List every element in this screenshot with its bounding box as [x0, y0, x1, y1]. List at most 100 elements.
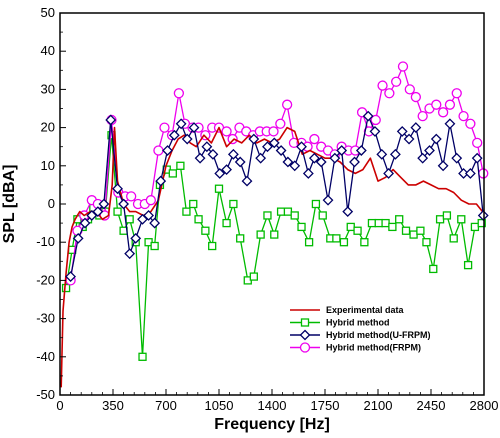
data-point — [79, 217, 91, 229]
data-point — [409, 230, 418, 239]
data-point — [118, 198, 130, 210]
data-point — [410, 91, 422, 103]
data-point — [289, 160, 301, 172]
data-point — [477, 218, 486, 228]
legend-item: Hybrid method(U-FRPM) — [290, 329, 431, 341]
series-line — [60, 126, 484, 388]
data-point — [150, 241, 159, 251]
data-point — [182, 207, 191, 216]
data-point — [297, 222, 306, 232]
data-point — [431, 99, 442, 110]
data-point — [389, 148, 401, 160]
legend-swatch-marker — [300, 318, 310, 327]
data-point — [268, 137, 280, 149]
data-point — [221, 164, 232, 176]
data-point — [374, 218, 383, 228]
data-point — [138, 352, 147, 361]
data-point — [283, 207, 293, 216]
data-point — [176, 161, 185, 170]
series-diamond — [65, 110, 489, 282]
data-point — [360, 238, 369, 247]
data-point — [72, 232, 84, 244]
x-tick-label: 700 — [155, 398, 177, 413]
data-point — [410, 122, 422, 134]
data-point — [336, 145, 348, 156]
data-point — [275, 118, 286, 129]
legend-item: Hybrid method — [290, 318, 390, 328]
data-point — [463, 260, 473, 270]
data-point — [207, 148, 219, 160]
data-point — [430, 133, 442, 145]
data-point — [424, 145, 435, 156]
data-point — [227, 148, 239, 160]
data-point — [429, 264, 438, 274]
data-point — [369, 126, 381, 137]
y-tick-label: 40 — [41, 43, 55, 58]
data-point — [98, 198, 110, 210]
y-axis: -50 -40 -30 -20 -10 0 10 20 30 40 50 — [36, 5, 66, 402]
data-point — [435, 215, 445, 224]
data-point — [417, 152, 429, 164]
data-point — [227, 133, 238, 145]
x-tick-label: 2100 — [364, 398, 393, 413]
data-point — [311, 199, 321, 209]
y-tick-label: -10 — [36, 234, 55, 249]
data-point — [126, 191, 137, 202]
data-point — [339, 238, 349, 247]
data-point — [403, 133, 415, 145]
legend-label: Hybrid method(U-FRPM) — [326, 330, 431, 340]
data-point — [168, 169, 177, 178]
data-point — [61, 283, 71, 293]
data-point — [290, 211, 299, 220]
data-point — [458, 110, 469, 122]
data-point — [208, 241, 217, 251]
data-point — [275, 145, 287, 156]
data-point — [229, 199, 238, 209]
data-point — [276, 207, 286, 216]
data-point — [309, 133, 320, 145]
x-tick-label: 1050 — [205, 398, 234, 413]
data-point — [304, 238, 314, 247]
data-point — [201, 226, 210, 235]
y-tick-label: 10 — [41, 158, 55, 173]
data-point — [175, 118, 187, 130]
data-point — [125, 215, 134, 224]
data-point — [444, 118, 456, 130]
data-point — [401, 226, 411, 235]
y-tick-label: -30 — [36, 311, 55, 326]
data-point — [214, 184, 224, 193]
data-point — [241, 175, 253, 187]
data-point — [417, 110, 428, 122]
data-point — [188, 122, 200, 134]
data-point — [248, 133, 260, 145]
data-point — [130, 232, 142, 244]
data-point — [92, 206, 104, 218]
data-point — [370, 114, 381, 126]
y-tick-label: -50 — [36, 387, 55, 402]
data-point — [388, 222, 397, 232]
data-point — [281, 99, 293, 110]
data-point — [416, 226, 425, 235]
legend: Experimental data Hybrid method Hybrid met… — [290, 305, 431, 353]
data-point — [65, 271, 77, 282]
legend-item: Hybrid method(FRPM) — [290, 342, 421, 353]
data-point — [270, 230, 279, 239]
data-point — [189, 199, 198, 209]
data-point — [236, 234, 245, 243]
x-tick-label: 0 — [56, 398, 63, 413]
data-point — [457, 215, 466, 224]
data-point — [396, 126, 408, 137]
data-point — [353, 226, 362, 235]
x-tick-label: 1400 — [258, 398, 287, 413]
data-point — [268, 126, 279, 137]
data-point — [112, 183, 123, 195]
data-point — [349, 156, 360, 168]
data-point — [395, 215, 404, 224]
y-tick-label: -40 — [36, 349, 55, 364]
x-tick-label: 1750 — [311, 398, 340, 413]
y-tick-label: 0 — [48, 196, 55, 211]
data-point — [153, 145, 164, 156]
data-point — [384, 88, 395, 99]
data-point — [181, 133, 193, 145]
